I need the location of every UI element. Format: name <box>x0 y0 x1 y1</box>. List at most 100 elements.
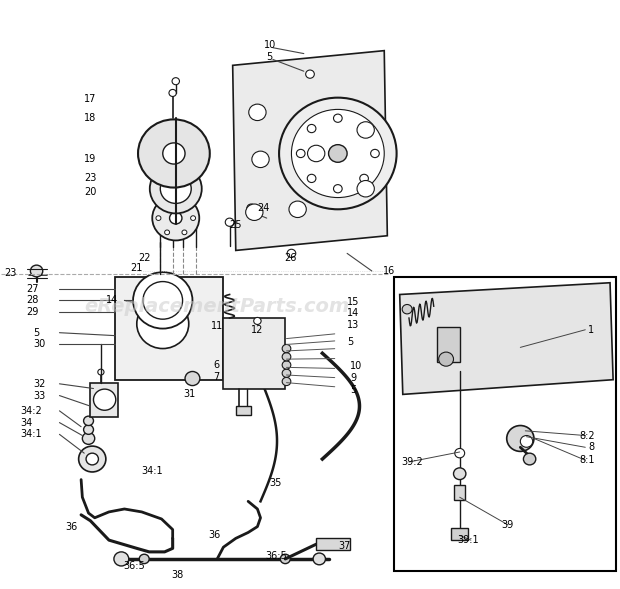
Circle shape <box>182 230 187 234</box>
Circle shape <box>94 389 116 411</box>
Circle shape <box>357 122 374 138</box>
Text: 8:1: 8:1 <box>579 455 595 465</box>
Circle shape <box>79 446 106 472</box>
Circle shape <box>291 110 384 197</box>
Circle shape <box>402 305 412 314</box>
Circle shape <box>165 201 170 206</box>
Circle shape <box>165 230 170 234</box>
Circle shape <box>371 150 379 158</box>
Text: 36: 36 <box>66 522 78 532</box>
Circle shape <box>280 554 290 564</box>
Circle shape <box>246 204 263 220</box>
Circle shape <box>296 150 305 158</box>
Bar <box>316 538 350 550</box>
Circle shape <box>289 201 306 217</box>
Text: 35: 35 <box>270 478 282 488</box>
Circle shape <box>163 143 185 164</box>
Circle shape <box>252 151 269 168</box>
Circle shape <box>308 124 316 133</box>
Text: 33: 33 <box>33 391 45 401</box>
Circle shape <box>249 104 266 121</box>
Text: 7: 7 <box>213 372 219 382</box>
Text: 25: 25 <box>229 220 242 230</box>
Text: 34: 34 <box>20 418 33 428</box>
Bar <box>115 277 223 380</box>
Circle shape <box>133 272 192 329</box>
Bar <box>223 318 285 389</box>
Text: 13: 13 <box>347 320 360 330</box>
Text: 1: 1 <box>588 325 595 335</box>
Bar <box>454 485 465 500</box>
Text: 22: 22 <box>139 253 151 263</box>
Text: eReplacementParts.com: eReplacementParts.com <box>84 297 350 316</box>
Text: 20: 20 <box>84 187 97 197</box>
Circle shape <box>520 435 533 447</box>
Circle shape <box>334 184 342 193</box>
Circle shape <box>84 425 94 434</box>
Text: 8: 8 <box>588 442 595 452</box>
Text: 8:2: 8:2 <box>579 431 595 441</box>
Text: 36:5: 36:5 <box>265 551 287 561</box>
Circle shape <box>153 196 199 240</box>
Text: 10: 10 <box>264 41 276 50</box>
Polygon shape <box>232 51 388 250</box>
Text: 14: 14 <box>347 308 360 318</box>
Circle shape <box>140 554 149 564</box>
Text: 26: 26 <box>284 253 296 263</box>
Circle shape <box>308 174 316 183</box>
Text: 6: 6 <box>213 360 219 370</box>
Bar <box>91 383 118 417</box>
Text: 23: 23 <box>4 268 16 278</box>
Circle shape <box>313 553 326 565</box>
Circle shape <box>282 361 291 369</box>
Circle shape <box>185 372 200 386</box>
Circle shape <box>279 98 397 209</box>
Text: 5: 5 <box>350 385 356 395</box>
Circle shape <box>30 265 43 277</box>
Circle shape <box>137 299 188 349</box>
Circle shape <box>84 416 94 425</box>
Text: 38: 38 <box>171 570 183 580</box>
Circle shape <box>138 120 210 187</box>
Circle shape <box>156 216 161 220</box>
Circle shape <box>360 174 368 183</box>
Text: 32: 32 <box>33 379 45 389</box>
Text: 37: 37 <box>338 541 350 551</box>
Text: 10: 10 <box>350 361 363 371</box>
Circle shape <box>143 282 182 319</box>
Circle shape <box>360 124 368 133</box>
Circle shape <box>507 425 534 451</box>
Circle shape <box>523 453 536 465</box>
Text: 30: 30 <box>33 339 45 349</box>
Text: 15: 15 <box>347 296 360 306</box>
Polygon shape <box>400 283 613 395</box>
Text: 23: 23 <box>84 173 97 183</box>
Text: 36:5: 36:5 <box>123 561 144 571</box>
Circle shape <box>170 212 182 224</box>
Circle shape <box>114 552 129 566</box>
Text: 34:2: 34:2 <box>20 406 42 416</box>
Bar <box>394 277 616 571</box>
Circle shape <box>357 180 374 197</box>
Circle shape <box>282 345 291 353</box>
Circle shape <box>172 78 179 85</box>
Circle shape <box>225 218 234 226</box>
Text: 5: 5 <box>267 51 273 61</box>
Text: 34:1: 34:1 <box>141 466 163 476</box>
Circle shape <box>329 145 347 163</box>
Text: 39:2: 39:2 <box>402 457 423 467</box>
Circle shape <box>161 174 191 203</box>
Circle shape <box>308 145 325 162</box>
Bar <box>451 528 468 540</box>
Circle shape <box>247 204 255 212</box>
Bar <box>236 406 251 415</box>
Text: 36: 36 <box>208 531 220 541</box>
Circle shape <box>282 378 291 386</box>
Text: 17: 17 <box>84 94 97 104</box>
Text: 16: 16 <box>383 266 395 276</box>
Circle shape <box>306 70 314 78</box>
Text: 12: 12 <box>251 325 264 335</box>
Circle shape <box>334 114 342 123</box>
Text: 31: 31 <box>184 389 195 399</box>
Circle shape <box>287 249 296 257</box>
